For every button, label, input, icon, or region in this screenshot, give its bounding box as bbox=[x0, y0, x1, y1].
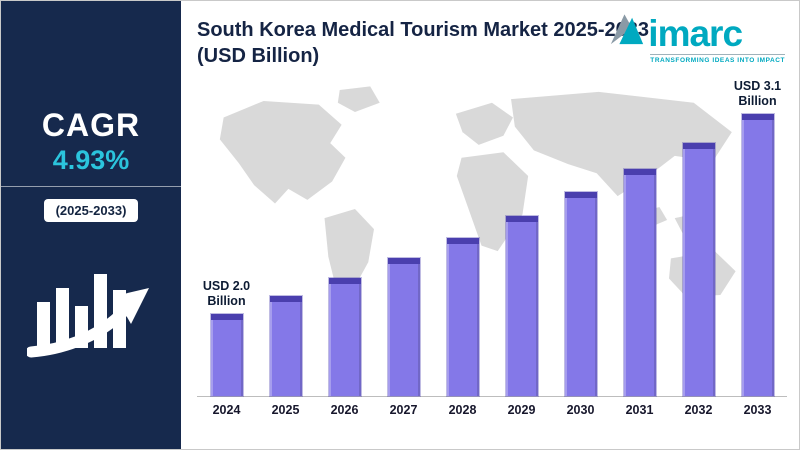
bar-chart: USD 2.0 Billion USD 3.1 Billion 2024 2025 2… bbox=[197, 73, 787, 449]
bar-2024 bbox=[210, 314, 243, 396]
bar-column-2033: USD 3.1 Billion bbox=[728, 79, 787, 396]
bar-2031 bbox=[623, 169, 656, 396]
x-tick-2029: 2029 bbox=[507, 403, 536, 417]
bar-2025 bbox=[269, 296, 302, 396]
sidebar-divider bbox=[1, 185, 181, 187]
bar-column-2028 bbox=[433, 238, 492, 396]
bar-2033 bbox=[741, 114, 774, 396]
cagr-value: 4.93% bbox=[52, 144, 130, 175]
bar-2030 bbox=[564, 192, 597, 396]
x-tick-2027: 2027 bbox=[389, 403, 418, 417]
bar-column-2029 bbox=[492, 216, 551, 396]
bar-column-2031 bbox=[610, 169, 669, 396]
imarc-triangles-icon bbox=[610, 11, 644, 50]
bar-2029 bbox=[505, 216, 538, 396]
imarc-logo: imarc TRANSFORMING IDEAS INTO IMPACT bbox=[610, 11, 785, 64]
bar-column-2025 bbox=[256, 296, 315, 396]
bars-row: USD 2.0 Billion USD 3.1 Billion bbox=[197, 73, 787, 397]
header: South Korea Medical Tourism Market 2025-… bbox=[181, 1, 799, 69]
x-tick-2033: 2033 bbox=[743, 403, 772, 417]
sidebar: CAGR 4.93% (2025-2033) bbox=[1, 1, 181, 449]
page-title: South Korea Medical Tourism Market 2025-… bbox=[197, 19, 650, 67]
cagr-label: CAGR bbox=[41, 107, 141, 143]
bar-2026 bbox=[328, 278, 361, 396]
logo-tagline: TRANSFORMING IDEAS INTO IMPACT bbox=[650, 54, 785, 64]
bar-column-2032 bbox=[669, 143, 728, 396]
growth-bars-arrow-icon bbox=[25, 244, 155, 367]
x-tick-2024: 2024 bbox=[212, 403, 241, 417]
bar-column-2026 bbox=[315, 278, 374, 396]
bar-2028 bbox=[446, 238, 479, 396]
x-tick-2028: 2028 bbox=[448, 403, 477, 417]
x-axis: 2024 2025 2026 2027 2028 2029 2030 2031 2032 2033 bbox=[197, 403, 787, 417]
x-tick-2025: 2025 bbox=[271, 403, 300, 417]
bar-value-label-2024: USD 2.0 Billion bbox=[202, 279, 251, 308]
bar-value-label-2033: USD 3.1 Billion bbox=[733, 79, 782, 108]
x-tick-2032: 2032 bbox=[684, 403, 713, 417]
main-panel: South Korea Medical Tourism Market 2025-… bbox=[181, 1, 799, 449]
bar-2032 bbox=[682, 143, 715, 396]
x-tick-2026: 2026 bbox=[330, 403, 359, 417]
x-tick-2030: 2030 bbox=[566, 403, 595, 417]
period-badge: (2025-2033) bbox=[43, 198, 139, 222]
bar-column-2024: USD 2.0 Billion bbox=[197, 279, 256, 396]
bar-2027 bbox=[387, 258, 420, 396]
bar-column-2030 bbox=[551, 192, 610, 396]
x-tick-2031: 2031 bbox=[625, 403, 654, 417]
bar-column-2027 bbox=[374, 258, 433, 396]
logo-wordmark: imarc bbox=[648, 12, 743, 54]
